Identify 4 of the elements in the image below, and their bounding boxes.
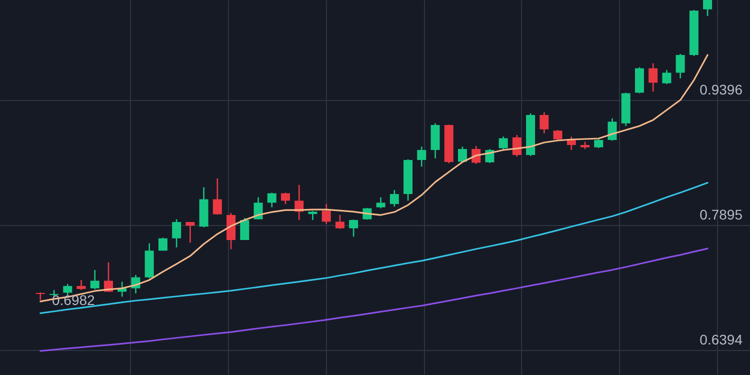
y-tick-label: 0.7895 bbox=[700, 206, 743, 223]
y-tick-label: 0.6394 bbox=[700, 332, 743, 348]
y-tick-label: 0.9396 bbox=[700, 82, 743, 98]
annotation: 0.6982 bbox=[52, 292, 96, 308]
